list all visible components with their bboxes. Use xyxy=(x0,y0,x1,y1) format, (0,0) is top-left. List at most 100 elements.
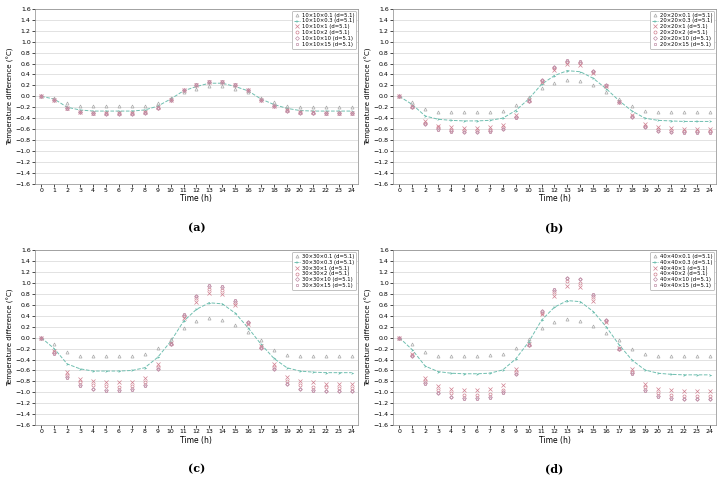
20×20×10 (d=5.1) xyxy=(667,129,675,135)
30×30×15 (d=5.1) xyxy=(270,367,278,372)
20×20×2 (d=5.1) xyxy=(641,123,649,129)
10×10×2 (d=5.1) xyxy=(309,110,317,116)
30×30×15 (d=5.1) xyxy=(231,297,239,303)
40×40×15 (d=5.1) xyxy=(693,396,701,402)
10×10×15 (d=5.1) xyxy=(270,103,278,109)
40×40×10 (d=5.1) xyxy=(524,343,533,348)
40×40×15 (d=5.1) xyxy=(680,396,688,402)
30×30×15 (d=5.1) xyxy=(166,341,175,347)
10×10×2 (d=5.1) xyxy=(192,82,201,88)
40×40×2 (d=5.1) xyxy=(563,278,572,284)
20×20×10 (d=5.1) xyxy=(705,130,714,135)
10×10×10 (d=5.1) xyxy=(76,109,85,115)
Line: 40×40×1 (d=5.1): 40×40×1 (d=5.1) xyxy=(398,284,711,392)
40×40×0.3 (d=5.1) xyxy=(667,372,675,377)
20×20×1 (d=5.1) xyxy=(421,118,429,124)
40×40×0.3 (d=5.1) xyxy=(395,335,403,341)
40×40×10 (d=5.1) xyxy=(550,287,559,292)
20×20×15 (d=5.1) xyxy=(498,126,507,132)
40×40×1 (d=5.1) xyxy=(705,388,714,394)
20×20×10 (d=5.1) xyxy=(576,59,585,65)
30×30×1 (d=5.1) xyxy=(334,381,343,386)
20×20×2 (d=5.1) xyxy=(434,125,442,131)
40×40×15 (d=5.1) xyxy=(654,394,662,399)
30×30×0.1 (d=5.1) xyxy=(127,353,136,359)
40×40×0.3 (d=5.1) xyxy=(408,347,416,353)
10×10×2 (d=5.1) xyxy=(244,87,252,93)
30×30×2 (d=5.1) xyxy=(270,364,278,370)
30×30×2 (d=5.1) xyxy=(127,383,136,389)
10×10×0.3 (d=5.1) xyxy=(283,106,291,111)
30×30×0.3 (d=5.1) xyxy=(231,310,239,316)
20×20×2 (d=5.1) xyxy=(447,127,455,132)
30×30×10 (d=5.1) xyxy=(205,283,214,288)
10×10×10 (d=5.1) xyxy=(153,106,162,111)
40×40×1 (d=5.1) xyxy=(460,387,469,393)
30×30×15 (d=5.1) xyxy=(114,388,123,394)
20×20×2 (d=5.1) xyxy=(693,128,701,133)
30×30×1 (d=5.1) xyxy=(153,361,162,367)
Line: 20×20×0.3 (d=5.1): 20×20×0.3 (d=5.1) xyxy=(398,69,711,123)
30×30×15 (d=5.1) xyxy=(334,388,343,394)
40×40×2 (d=5.1) xyxy=(473,392,482,398)
30×30×0.1 (d=5.1) xyxy=(231,322,239,327)
30×30×15 (d=5.1) xyxy=(347,388,356,394)
Line: 40×40×2 (d=5.1): 40×40×2 (d=5.1) xyxy=(398,280,711,397)
20×20×2 (d=5.1) xyxy=(421,120,429,125)
20×20×15 (d=5.1) xyxy=(615,99,623,105)
40×40×10 (d=5.1) xyxy=(473,396,482,401)
40×40×10 (d=5.1) xyxy=(667,395,675,401)
10×10×0.1 (d=5.1) xyxy=(89,103,98,109)
10×10×0.1 (d=5.1) xyxy=(37,94,46,99)
Text: (b): (b) xyxy=(545,222,564,233)
40×40×0.3 (d=5.1) xyxy=(705,372,714,378)
10×10×2 (d=5.1) xyxy=(334,110,343,116)
40×40×2 (d=5.1) xyxy=(550,289,559,295)
10×10×10 (d=5.1) xyxy=(89,110,98,116)
10×10×0.3 (d=5.1) xyxy=(270,102,278,108)
40×40×0.1 (d=5.1) xyxy=(395,335,403,341)
10×10×0.1 (d=5.1) xyxy=(347,104,356,110)
20×20×1 (d=5.1) xyxy=(693,126,701,132)
10×10×0.3 (d=5.1) xyxy=(231,84,239,89)
10×10×2 (d=5.1) xyxy=(179,87,188,93)
40×40×2 (d=5.1) xyxy=(641,384,649,390)
Legend: 10×10×0.1 (d=5.1), 10×10×0.3 (d=5.1), 10×10×1 (d=5.1), 10×10×2 (d=5.1), 10×10×10: 10×10×0.1 (d=5.1), 10×10×0.3 (d=5.1), 10… xyxy=(291,11,356,48)
40×40×0.3 (d=5.1) xyxy=(654,371,662,376)
30×30×10 (d=5.1) xyxy=(140,382,149,387)
40×40×1 (d=5.1) xyxy=(408,351,416,357)
40×40×10 (d=5.1) xyxy=(693,396,701,402)
X-axis label: Time (h): Time (h) xyxy=(181,194,213,203)
40×40×2 (d=5.1) xyxy=(680,393,688,398)
30×30×1 (d=5.1) xyxy=(140,375,149,381)
X-axis label: Time (h): Time (h) xyxy=(539,194,570,203)
30×30×2 (d=5.1) xyxy=(89,383,98,388)
30×30×10 (d=5.1) xyxy=(231,298,239,303)
30×30×1 (d=5.1) xyxy=(127,379,136,385)
40×40×2 (d=5.1) xyxy=(511,369,520,375)
10×10×1 (d=5.1) xyxy=(244,87,252,93)
40×40×2 (d=5.1) xyxy=(602,318,610,324)
40×40×1 (d=5.1) xyxy=(511,366,520,372)
10×10×1 (d=5.1) xyxy=(283,107,291,113)
40×40×1 (d=5.1) xyxy=(498,383,507,388)
30×30×0.1 (d=5.1) xyxy=(89,353,98,359)
10×10×1 (d=5.1) xyxy=(166,97,175,103)
20×20×0.1 (d=5.1) xyxy=(537,85,546,91)
30×30×0.1 (d=5.1) xyxy=(347,353,356,359)
30×30×0.3 (d=5.1) xyxy=(205,300,214,306)
40×40×2 (d=5.1) xyxy=(498,387,507,393)
20×20×10 (d=5.1) xyxy=(434,126,442,132)
40×40×15 (d=5.1) xyxy=(421,381,429,386)
40×40×0.1 (d=5.1) xyxy=(615,337,623,343)
30×30×10 (d=5.1) xyxy=(179,312,188,318)
10×10×0.1 (d=5.1) xyxy=(153,100,162,106)
30×30×0.1 (d=5.1) xyxy=(257,337,265,343)
10×10×0.3 (d=5.1) xyxy=(296,108,304,113)
10×10×15 (d=5.1) xyxy=(347,111,356,117)
20×20×0.3 (d=5.1) xyxy=(434,116,442,122)
30×30×0.1 (d=5.1) xyxy=(114,353,123,359)
30×30×15 (d=5.1) xyxy=(192,293,201,299)
20×20×0.1 (d=5.1) xyxy=(421,106,429,112)
10×10×1 (d=5.1) xyxy=(296,109,304,115)
